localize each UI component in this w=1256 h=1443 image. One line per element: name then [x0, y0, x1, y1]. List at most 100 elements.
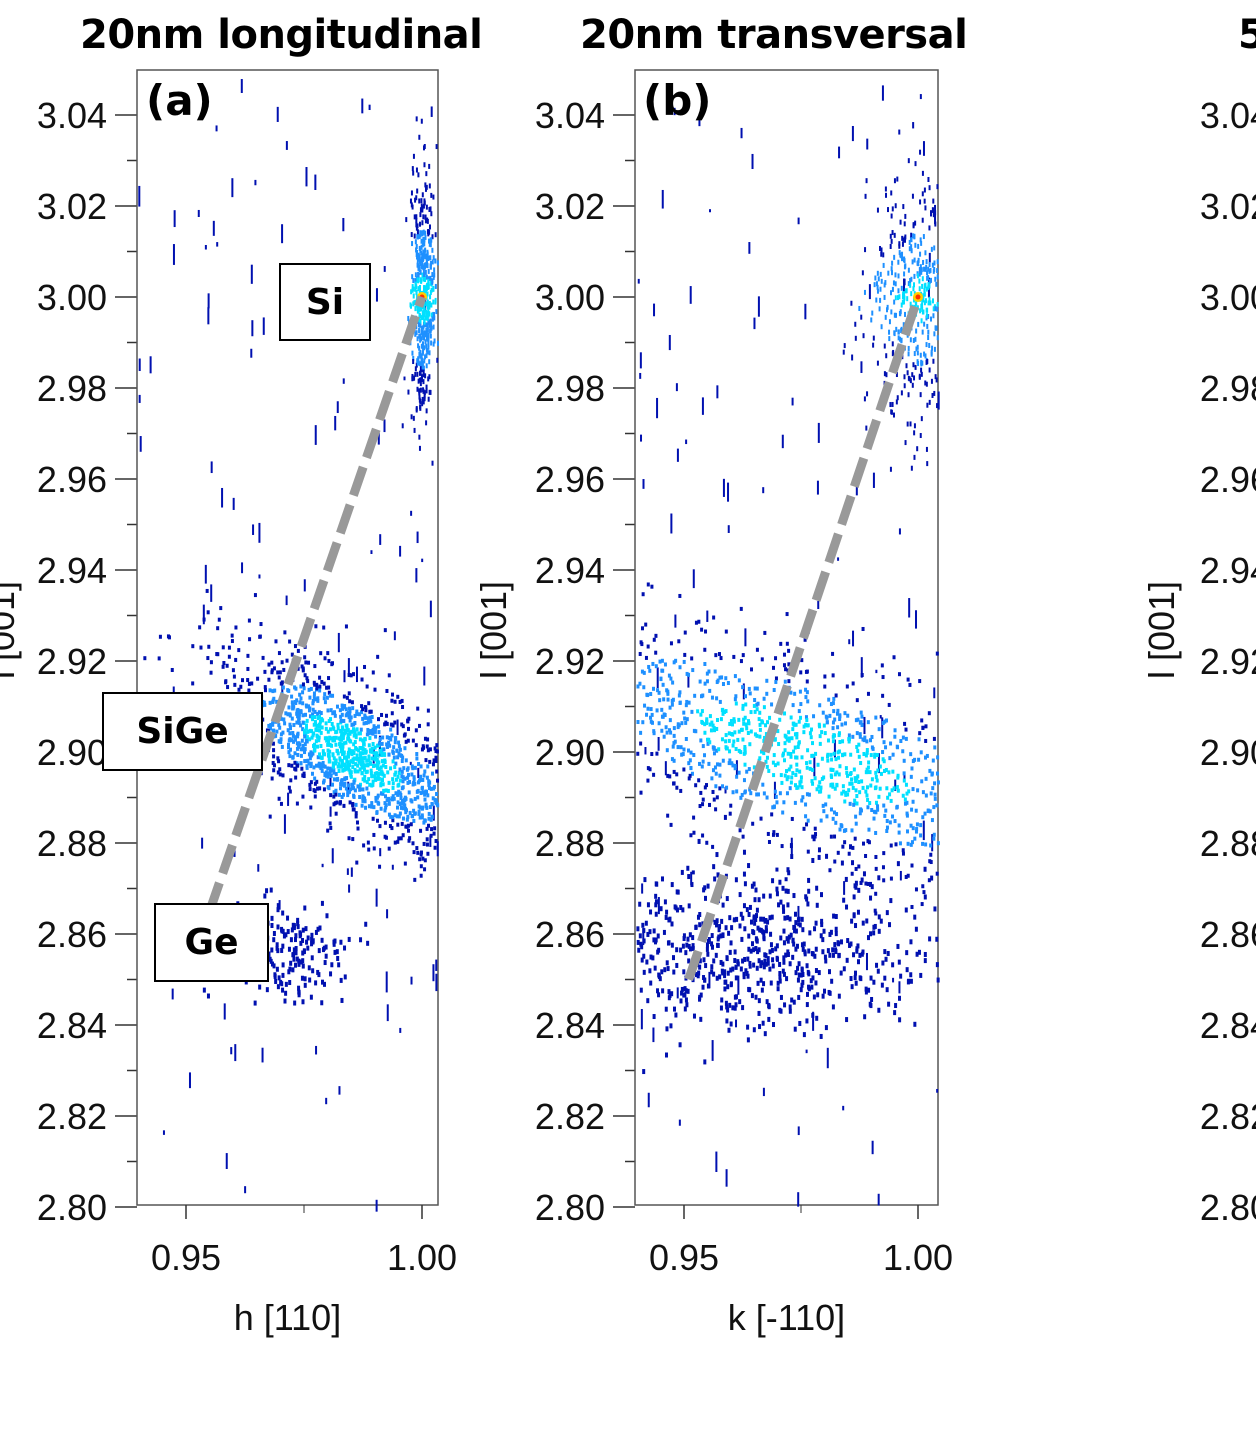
sige-intensity-mark — [646, 644, 650, 649]
sige-intensity-mark — [358, 737, 362, 742]
diffuse-mark — [303, 976, 307, 982]
sige-intensity-mark — [870, 734, 874, 739]
si-intensity-mark — [422, 271, 425, 277]
si-intensity-mark — [913, 234, 916, 240]
sige-intensity-mark — [418, 857, 422, 862]
sige-intensity-mark — [376, 765, 380, 770]
si-intensity-mark — [421, 192, 424, 198]
diffuse-mark — [831, 952, 835, 958]
diffuse-mark — [270, 915, 274, 921]
sige-intensity-mark — [746, 731, 750, 736]
diffuse-mark — [703, 1059, 707, 1065]
sige-intensity-mark — [761, 720, 765, 725]
sige-intensity-mark — [271, 689, 275, 694]
si-intensity-mark — [421, 242, 424, 248]
sige-intensity-mark — [352, 733, 356, 738]
si-intensity-mark — [435, 144, 438, 150]
noise-mark — [816, 480, 819, 495]
sige-intensity-mark — [409, 798, 413, 803]
diffuse-mark — [687, 874, 691, 880]
si-intensity-mark — [901, 294, 904, 300]
sige-intensity-mark — [406, 738, 410, 743]
diffuse-mark — [698, 912, 702, 918]
diffuse-mark — [842, 966, 846, 972]
sige-intensity-mark — [794, 772, 798, 777]
si-intensity-mark — [423, 345, 426, 351]
diffuse-mark — [322, 981, 326, 987]
sige-intensity-mark — [884, 808, 888, 813]
si-intensity-mark — [914, 242, 917, 248]
sige-intensity-mark — [857, 864, 861, 869]
si-intensity-mark — [422, 309, 425, 315]
diffuse-mark — [702, 957, 706, 963]
sige-intensity-mark — [705, 721, 709, 726]
si-intensity-mark — [921, 217, 924, 223]
y-tick-label: 3.04 — [1200, 95, 1256, 136]
sige-intensity-mark — [909, 823, 913, 828]
sige-intensity-mark — [425, 837, 429, 842]
sige-intensity-mark — [364, 720, 368, 725]
diffuse-mark — [767, 1016, 771, 1022]
diffuse-mark — [817, 970, 821, 976]
noise-mark — [848, 639, 851, 645]
sige-intensity-mark — [314, 739, 318, 744]
sige-intensity-mark — [841, 739, 845, 744]
noise-mark — [868, 284, 871, 300]
sige-intensity-mark — [814, 832, 818, 837]
noise-mark — [805, 1049, 808, 1054]
sige-intensity-mark — [797, 719, 801, 724]
sige-intensity-mark — [689, 750, 693, 755]
si-intensity-mark — [914, 220, 917, 226]
si-intensity-mark — [891, 341, 894, 347]
sige-intensity-mark — [800, 785, 804, 790]
sige-intensity-mark — [855, 731, 859, 736]
si-intensity-mark — [420, 336, 423, 342]
si-intensity-mark — [903, 221, 906, 227]
diffuse-mark — [667, 989, 671, 995]
si-intensity-mark — [928, 342, 931, 348]
sige-intensity-mark — [246, 666, 250, 671]
sige-intensity-mark — [917, 737, 921, 742]
sige-intensity-mark — [321, 749, 325, 754]
si-intensity-mark — [421, 207, 424, 213]
sige-intensity-mark — [864, 789, 868, 794]
sige-intensity-mark — [646, 766, 650, 771]
sige-intensity-mark — [427, 823, 431, 828]
si-intensity-mark — [903, 295, 906, 301]
noise-mark — [285, 141, 288, 150]
diffuse-mark — [786, 952, 790, 958]
si-intensity-mark — [422, 214, 425, 220]
diffuse-mark — [792, 999, 796, 1005]
sige-intensity-mark — [772, 687, 776, 692]
sige-intensity-mark — [914, 829, 918, 834]
si-intensity-mark — [920, 240, 923, 246]
diffuse-mark — [783, 915, 787, 921]
diffuse-mark — [661, 988, 665, 994]
si-intensity-mark — [916, 344, 919, 350]
diffuse-mark — [292, 956, 296, 962]
diffuse-mark — [688, 946, 692, 952]
diffuse-mark — [746, 956, 750, 962]
sige-intensity-mark — [710, 695, 714, 700]
diffuse-mark — [782, 940, 786, 946]
y-tick-label: 2.82 — [1200, 1096, 1256, 1137]
sige-intensity-mark — [379, 791, 383, 796]
sige-intensity-mark — [209, 670, 213, 675]
si-intensity-mark — [915, 300, 918, 306]
sige-intensity-mark — [299, 723, 303, 728]
si-intensity-mark — [422, 276, 425, 282]
sige-intensity-mark — [813, 834, 817, 839]
diffuse-mark — [769, 931, 773, 937]
diffuse-mark — [775, 943, 779, 949]
sige-intensity-mark — [303, 673, 307, 678]
sige-intensity-mark — [759, 749, 763, 754]
sige-intensity-mark — [348, 738, 352, 743]
sige-intensity-mark — [699, 790, 703, 795]
diffuse-mark — [290, 927, 294, 933]
si-intensity-mark — [875, 297, 878, 303]
si-intensity-mark — [410, 510, 413, 516]
diffuse-mark — [749, 948, 753, 954]
sige-intensity-mark — [758, 756, 762, 761]
noise-mark — [879, 715, 882, 719]
sige-intensity-mark — [315, 733, 319, 738]
